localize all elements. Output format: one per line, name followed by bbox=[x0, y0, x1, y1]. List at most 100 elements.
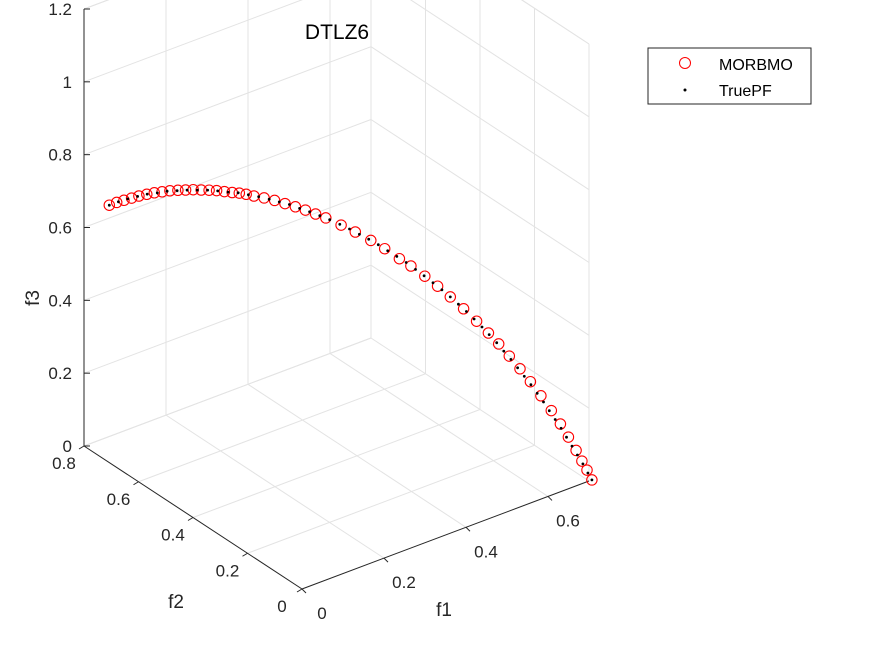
morbmo-point bbox=[349, 226, 362, 238]
y-tick-mark bbox=[133, 481, 139, 486]
morbmo-point bbox=[233, 187, 246, 199]
truepf-point bbox=[472, 317, 476, 321]
legend-morbmo-marker-icon bbox=[679, 57, 691, 69]
grid-line bbox=[83, 264, 372, 374]
truepf-point bbox=[318, 214, 322, 218]
truepf-point bbox=[165, 189, 169, 193]
truepf-point bbox=[535, 391, 539, 395]
morbmo-point bbox=[172, 184, 184, 197]
morbmo-point bbox=[218, 185, 231, 198]
grid-line bbox=[83, 46, 372, 156]
truepf-point bbox=[395, 255, 399, 258]
z-tick-label: 0.6 bbox=[48, 219, 72, 238]
truepf-point bbox=[431, 281, 435, 285]
morbmo-point bbox=[482, 327, 495, 339]
morbmo-point bbox=[309, 208, 322, 220]
truepf-point bbox=[448, 295, 452, 299]
morbmo-point bbox=[514, 363, 526, 375]
x-tick-mark bbox=[465, 526, 471, 532]
z-tick-label: 1.2 bbox=[48, 0, 72, 19]
grid-line bbox=[247, 444, 535, 554]
truepf-point bbox=[465, 310, 468, 313]
truepf-point bbox=[267, 197, 271, 201]
grid-line bbox=[370, 264, 590, 409]
morbmo-point bbox=[393, 252, 406, 265]
morbmo-point bbox=[179, 184, 192, 196]
y-tick-label: 0.2 bbox=[216, 561, 240, 580]
morbmo-point bbox=[562, 431, 575, 443]
x-axis-line bbox=[301, 480, 590, 590]
z-tick-label: 0.2 bbox=[48, 364, 72, 383]
truepf-point bbox=[559, 426, 563, 430]
truepf-point bbox=[257, 195, 261, 199]
grid-line bbox=[83, 119, 372, 228]
truepf-point bbox=[236, 191, 240, 195]
morbmo-point bbox=[164, 185, 176, 197]
morbmo-point bbox=[586, 474, 598, 486]
data-marks bbox=[103, 183, 598, 486]
truepf-point bbox=[522, 374, 526, 378]
truepf-point bbox=[590, 478, 594, 482]
x-tick-mark bbox=[301, 588, 307, 594]
morbmo-point bbox=[299, 204, 312, 216]
morbmo-point bbox=[110, 196, 123, 209]
y-axis-label: f2 bbox=[168, 592, 184, 613]
truepf-point bbox=[277, 200, 281, 204]
morbmo-point bbox=[431, 280, 444, 292]
truepf-point bbox=[386, 249, 390, 253]
y-tick-label: 0.8 bbox=[52, 454, 76, 473]
morbmo-point bbox=[103, 199, 116, 211]
truepf-point bbox=[117, 200, 120, 204]
x-tick-label: 0.2 bbox=[392, 573, 416, 592]
truepf-point bbox=[175, 189, 179, 193]
z-axis-label: f3 bbox=[23, 290, 44, 306]
grid-line bbox=[83, 337, 372, 447]
y-tick-label: 0.4 bbox=[161, 526, 185, 545]
truepf-point bbox=[288, 203, 291, 206]
morbmo-point bbox=[457, 303, 470, 315]
z-tick-label: 0.4 bbox=[48, 291, 72, 310]
grid-line bbox=[370, 191, 590, 336]
truepf-point bbox=[107, 203, 111, 207]
truepf-point bbox=[376, 243, 380, 247]
grid-line bbox=[370, 46, 590, 191]
grid-line bbox=[83, 0, 303, 83]
morbmo-point bbox=[118, 194, 130, 207]
truepf-point bbox=[195, 188, 199, 192]
truepf-point bbox=[570, 444, 574, 448]
truepf-point bbox=[586, 471, 590, 475]
legend-morbmo-label: MORBMO bbox=[719, 57, 793, 74]
truepf-point bbox=[542, 400, 545, 404]
morbmo-point bbox=[470, 315, 483, 327]
truepf-point bbox=[422, 274, 426, 278]
morbmo-point bbox=[335, 219, 347, 231]
truepf-point bbox=[155, 191, 159, 195]
legend-box bbox=[647, 47, 812, 105]
truepf-point bbox=[495, 341, 499, 345]
z-tick-label: 0.8 bbox=[48, 146, 72, 165]
grid-line bbox=[370, 119, 590, 263]
truepf-point bbox=[509, 358, 513, 361]
truepf-point bbox=[502, 349, 506, 353]
truepf-point bbox=[480, 325, 484, 329]
morbmo-point bbox=[492, 338, 505, 350]
truepf-point bbox=[565, 435, 568, 439]
grid-line bbox=[370, 337, 590, 482]
truepf-point bbox=[348, 227, 351, 231]
morbmo-point bbox=[419, 270, 431, 282]
truepf-point bbox=[226, 190, 230, 194]
morbmo-point bbox=[535, 390, 547, 402]
truepf-point bbox=[298, 207, 301, 210]
box-edge bbox=[521, 0, 590, 45]
truepf-point bbox=[206, 188, 210, 192]
truepf-point bbox=[404, 261, 408, 264]
y-tick-label: 0 bbox=[277, 597, 286, 616]
y-tick-mark bbox=[187, 517, 194, 521]
truepf-point bbox=[358, 232, 361, 236]
morbmo-point bbox=[125, 192, 138, 204]
truepf-point bbox=[145, 192, 149, 196]
y-tick-mark bbox=[242, 552, 248, 557]
legend-truepf-label: TruePF bbox=[719, 83, 772, 100]
morbmo-point bbox=[545, 404, 558, 417]
x-tick-mark bbox=[547, 496, 553, 501]
